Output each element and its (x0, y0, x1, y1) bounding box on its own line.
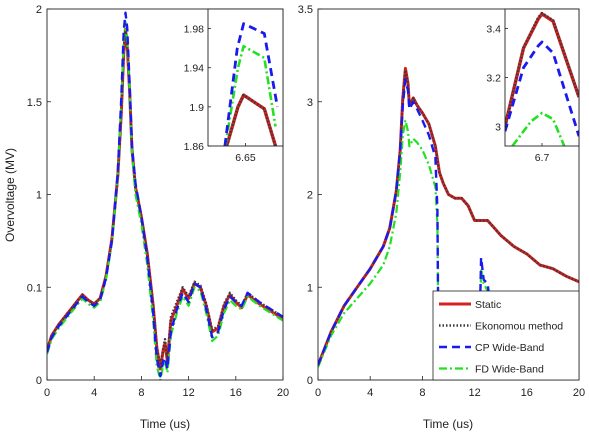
left-inset-y-tick-label: 1.9 (189, 102, 204, 114)
right-x-tick-label: 0 (315, 387, 321, 399)
right-inset: 6.7 3 3.2 3.4 (486, 8, 580, 164)
legend: Static Ekonomou method CP Wide-Band FD Wide… (432, 290, 580, 381)
right-y-tick-label: 3 (307, 97, 313, 109)
right-y-tick-label: 1 (307, 282, 313, 294)
left-x-tick-label: 20 (277, 387, 289, 399)
left-y-tick-label: 2 (36, 4, 42, 16)
left-x-tick-label: 0 (44, 387, 50, 399)
right-inset-y-tick-label: 3.2 (486, 73, 501, 85)
right-inset-series-ekonomou (505, 11, 579, 127)
right-x-tick-label: 4 (367, 387, 373, 399)
left-inset: 6.65 1.86 1.9 1.94 1.98 (184, 8, 284, 164)
left-inset-x-tick-label: 6.65 (235, 152, 256, 164)
left-inset-y-tick-label: 1.98 (184, 24, 205, 36)
left-x-axis-label: Time (us) (140, 417, 190, 431)
right-x-tick-label: 20 (573, 387, 585, 399)
right-y-tick-label: 0 (307, 375, 313, 387)
right-x-tick-label: 12 (468, 387, 480, 399)
left-y-tick-label: 0 (36, 375, 42, 387)
left-x-tick-label: 8 (138, 387, 144, 399)
legend-label-ekonomou: Ekonomou method (475, 321, 563, 333)
right-x-axis-label: Time (us) (423, 417, 473, 431)
left-inset-series-cp (223, 22, 279, 146)
right-y-tick-label: 3.5 (298, 4, 313, 16)
left-y-tick-label: 1 (36, 190, 42, 202)
left-x-tick-label: 4 (91, 387, 97, 399)
left-inset-series-fd (224, 44, 277, 146)
right-x-tick-label: 8 (419, 387, 425, 399)
right-y-tick-label: 2 (307, 190, 313, 202)
legend-label-fd: FD Wide-Band (475, 364, 544, 376)
right-inset-series-fd (511, 111, 566, 146)
left-inset-series-ekonomou (225, 93, 277, 146)
left-x-tick-label: 12 (182, 387, 194, 399)
left-inset-y-tick-label: 1.86 (184, 141, 205, 153)
legend-label-static: Static (475, 299, 501, 311)
right-inset-y-tick-label: 3.4 (486, 24, 501, 36)
left-y-tick-label: 0.1 (27, 282, 42, 294)
left-x-tick-label: 16 (230, 387, 242, 399)
right-series-cp (318, 78, 496, 380)
left-chart: 0 4 8 12 16 20 0 0.1 1 1.5 2 Overvoltage (MV) Time… (3, 4, 289, 431)
left-inset-y-tick-label: 1.94 (184, 63, 205, 75)
right-inset-series-cp (505, 40, 579, 137)
left-series-cp (47, 11, 283, 378)
legend-label-cp: CP Wide-Band (475, 342, 544, 354)
right-inset-x-tick-label: 6.7 (535, 152, 550, 164)
right-x-tick-label: 16 (521, 387, 533, 399)
left-y-axis-label: Overvoltage (MV) (3, 148, 17, 242)
right-inset-y-tick-label: 3 (495, 121, 501, 133)
legend-box (432, 290, 580, 381)
left-y-tick-label: 1.5 (27, 97, 42, 109)
